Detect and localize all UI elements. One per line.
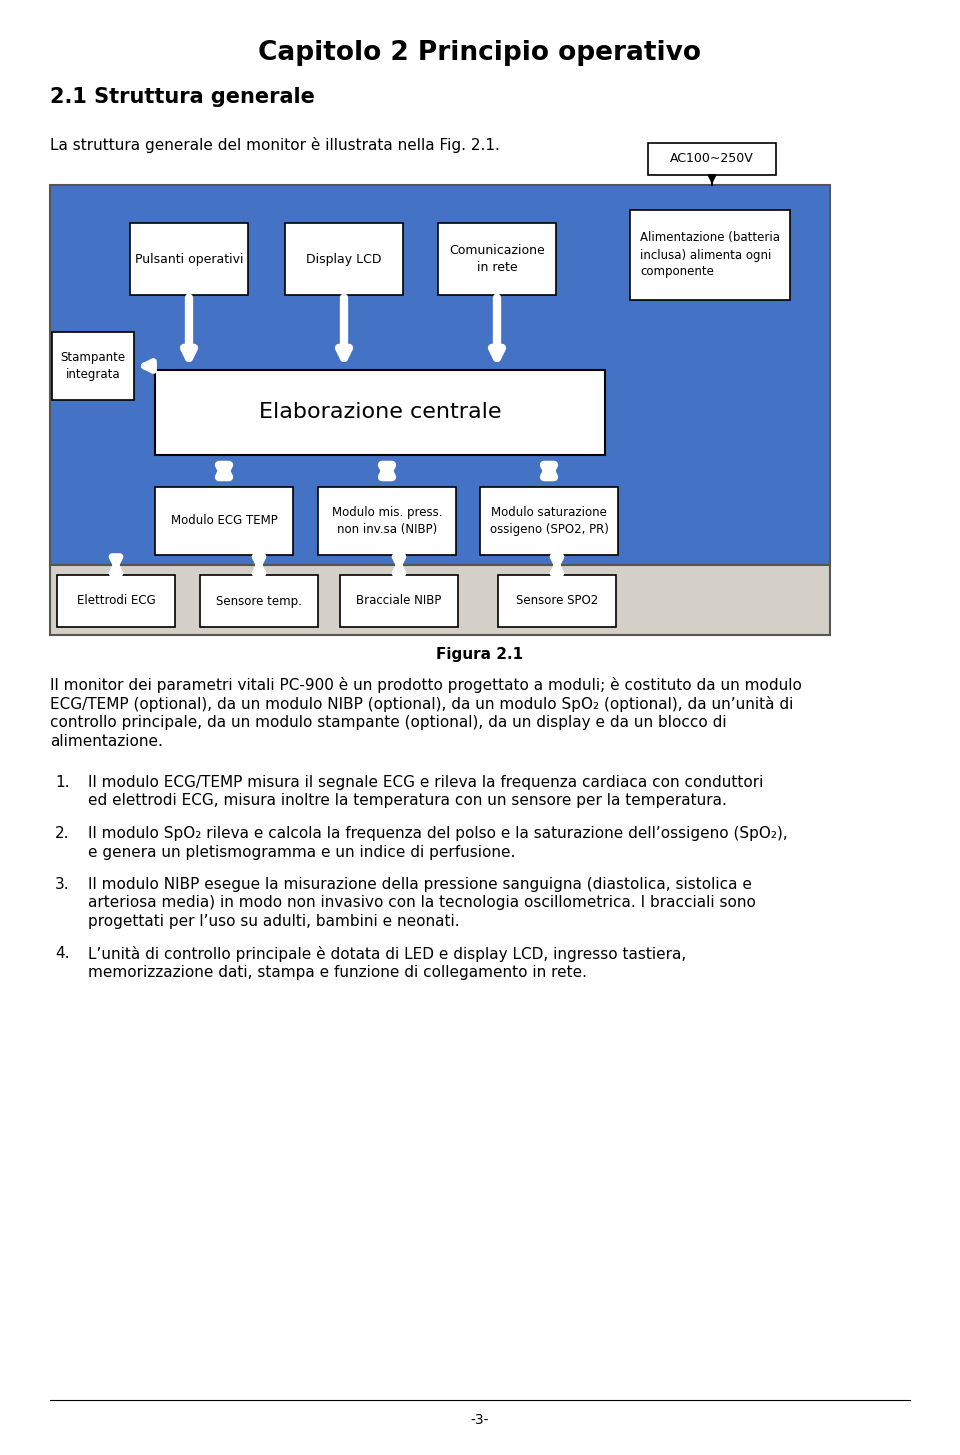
Text: -3-: -3-	[470, 1413, 490, 1427]
Text: e genera un pletismogramma e un indice di perfusione.: e genera un pletismogramma e un indice d…	[88, 844, 516, 860]
Bar	[285, 223, 403, 295]
Text: alimentazione.: alimentazione.	[50, 733, 163, 749]
Bar	[50, 565, 830, 634]
Text: L’unità di controllo principale è dotata di LED e display LCD, ingresso tastiera: L’unità di controllo principale è dotata…	[88, 947, 686, 963]
Text: ECG/TEMP (optional), da un modulo NIBP (optional), da un modulo SpO₂ (optional),: ECG/TEMP (optional), da un modulo NIBP (…	[50, 695, 793, 711]
Text: controllo principale, da un modulo stampante (optional), da un display e da un b: controllo principale, da un modulo stamp…	[50, 714, 727, 730]
Text: Modulo mis. press.
non inv.sa (NIBP): Modulo mis. press. non inv.sa (NIBP)	[332, 506, 443, 535]
Bar	[438, 223, 556, 295]
Text: Stampante
integrata: Stampante integrata	[60, 351, 126, 381]
Text: Bracciale NIBP: Bracciale NIBP	[356, 595, 442, 608]
Text: ed elettrodi ECG, misura inoltre la temperatura con un sensore per la temperatur: ed elettrodi ECG, misura inoltre la temp…	[88, 793, 727, 809]
Text: 2.1 Struttura generale: 2.1 Struttura generale	[50, 87, 315, 108]
Text: Sensore temp.: Sensore temp.	[216, 595, 302, 608]
Text: Comunicazione
in rete: Comunicazione in rete	[449, 244, 545, 274]
Bar	[155, 370, 605, 455]
Text: Il monitor dei parametri vitali PC-900 è un prodotto progettato a moduli; è cost: Il monitor dei parametri vitali PC-900 è…	[50, 677, 802, 693]
Text: Display LCD: Display LCD	[306, 253, 382, 265]
Bar	[648, 143, 776, 175]
Text: memorizzazione dati, stampa e funzione di collegamento in rete.: memorizzazione dati, stampa e funzione d…	[88, 965, 587, 981]
Bar	[57, 575, 175, 627]
Bar	[155, 487, 293, 554]
Bar	[200, 575, 318, 627]
Bar	[50, 185, 830, 565]
Text: Elaborazione centrale: Elaborazione centrale	[259, 403, 501, 422]
Text: Sensore SPO2: Sensore SPO2	[516, 595, 598, 608]
Text: Modulo saturazione
ossigeno (SPO2, PR): Modulo saturazione ossigeno (SPO2, PR)	[490, 506, 609, 535]
Bar	[318, 487, 456, 554]
Text: progettati per l’uso su adulti, bambini e neonati.: progettati per l’uso su adulti, bambini …	[88, 914, 460, 928]
Text: Elettrodi ECG: Elettrodi ECG	[77, 595, 156, 608]
Bar	[52, 332, 134, 400]
Text: La struttura generale del monitor è illustrata nella Fig. 2.1.: La struttura generale del monitor è illu…	[50, 137, 500, 153]
Text: AC100~250V: AC100~250V	[670, 153, 754, 166]
Text: Capitolo 2 Principio operativo: Capitolo 2 Principio operativo	[258, 39, 702, 65]
Text: 1.: 1.	[55, 776, 69, 790]
Bar	[340, 575, 458, 627]
Bar	[498, 575, 616, 627]
Text: 3.: 3.	[55, 877, 70, 892]
Text: Pulsanti operativi: Pulsanti operativi	[134, 253, 243, 265]
Text: Modulo ECG TEMP: Modulo ECG TEMP	[171, 515, 277, 528]
Text: Alimentazione (batteria
inclusa) alimenta ogni
componente: Alimentazione (batteria inclusa) aliment…	[640, 231, 780, 278]
Text: Il modulo ECG/TEMP misura il segnale ECG e rileva la frequenza cardiaca con cond: Il modulo ECG/TEMP misura il segnale ECG…	[88, 776, 763, 790]
Text: Il modulo SpO₂ rileva e calcola la frequenza del polso e la saturazione dell’oss: Il modulo SpO₂ rileva e calcola la frequ…	[88, 826, 788, 841]
Bar	[630, 210, 790, 300]
Text: Figura 2.1: Figura 2.1	[437, 647, 523, 662]
Text: arteriosa media) in modo non invasivo con la tecnologia oscillometrica. I bracci: arteriosa media) in modo non invasivo co…	[88, 895, 756, 911]
Text: 4.: 4.	[55, 947, 69, 962]
Text: Il modulo NIBP esegue la misurazione della pressione sanguigna (diastolica, sist: Il modulo NIBP esegue la misurazione del…	[88, 877, 752, 892]
Bar	[480, 487, 618, 554]
Bar	[130, 223, 248, 295]
Text: 2.: 2.	[55, 826, 69, 841]
